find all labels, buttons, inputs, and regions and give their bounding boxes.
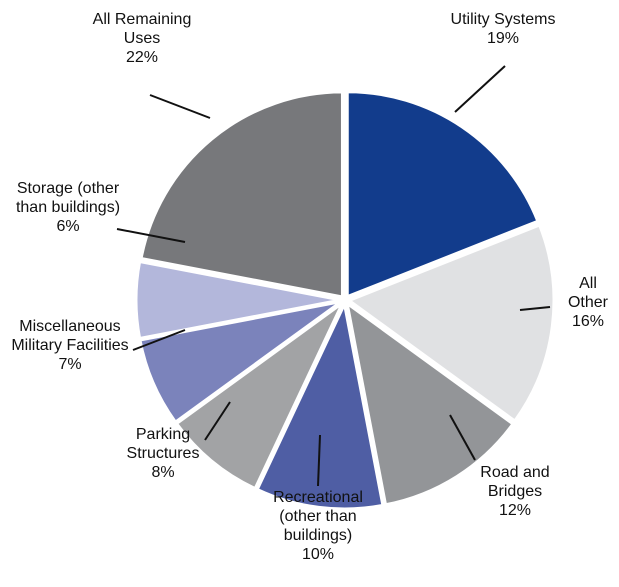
slice-label: Road and Bridges 12% — [468, 463, 563, 520]
slice-label: Parking Structures 8% — [113, 425, 213, 482]
leader-line — [317, 434, 321, 487]
category-label: All Remaining Uses — [92, 11, 192, 47]
value-label: 8% — [151, 464, 175, 481]
leader-line — [116, 228, 186, 243]
category-label: Utility Systems — [450, 11, 556, 28]
category-label: All Other — [567, 275, 608, 311]
slice-label: Miscellaneous Military Facilities 7% — [3, 317, 138, 374]
slice-label: Utility Systems 19% — [423, 10, 583, 48]
leader-line — [449, 414, 476, 461]
category-label: Miscellaneous Military Facilities — [11, 318, 129, 354]
leader-line — [454, 65, 506, 113]
leader-line — [204, 401, 231, 441]
slice-label: All Other 16% — [563, 274, 613, 331]
leader-line — [132, 329, 186, 351]
pie-slice — [134, 259, 342, 341]
category-label: Storage (other than buildings) — [15, 180, 121, 216]
value-label: 16% — [571, 313, 605, 330]
pie-slice — [345, 223, 556, 424]
value-label: 12% — [498, 502, 532, 519]
category-label: Road and Bridges — [480, 464, 550, 500]
slice-label: Storage (other than buildings) 6% — [8, 179, 128, 236]
value-label: 19% — [486, 30, 520, 47]
leader-line — [149, 94, 211, 119]
slice-label: All Remaining Uses 22% — [77, 10, 207, 67]
value-label: 7% — [58, 356, 82, 373]
pie-slice — [174, 301, 344, 491]
value-label: 6% — [56, 218, 80, 235]
pie-slice — [138, 300, 343, 425]
pie-slice — [255, 299, 385, 511]
category-label: Recreational (other than buildings) — [273, 489, 363, 544]
pie-slice — [139, 90, 344, 299]
pie-slice — [345, 90, 540, 299]
slice-label: Recreational (other than buildings) 10% — [258, 488, 378, 564]
value-label: 10% — [301, 546, 335, 563]
value-label: 22% — [125, 49, 159, 66]
category-label: Parking Structures — [126, 426, 200, 462]
leader-line — [519, 306, 551, 311]
